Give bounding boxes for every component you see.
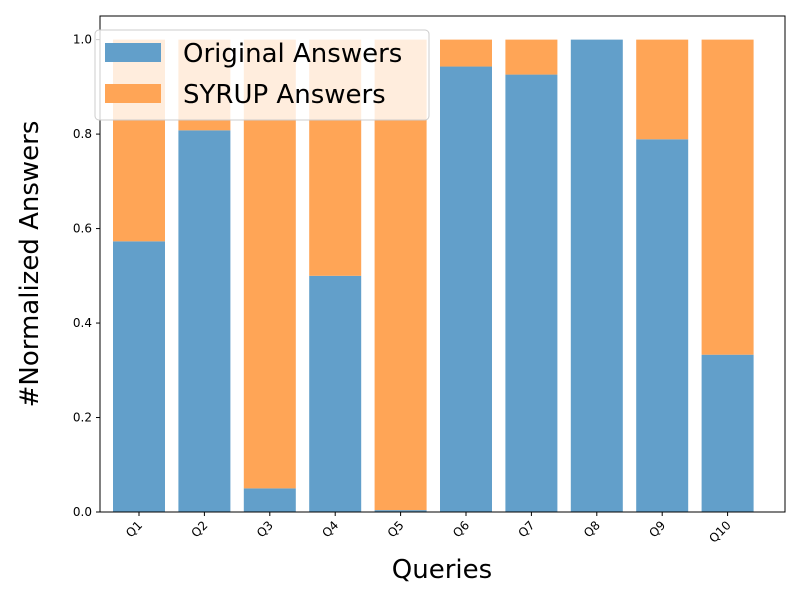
x-axis-title: Queries <box>392 555 492 585</box>
x-tick-label-q7: Q7 <box>516 518 538 540</box>
x-tick-label-q1: Q1 <box>123 518 145 540</box>
y-tick-label: 0.0 <box>73 505 92 519</box>
x-tick-label-q2: Q2 <box>189 518 211 540</box>
bar-original-q3 <box>243 488 296 512</box>
y-tick-label: 1.0 <box>73 33 92 47</box>
x-tick-label-q4: Q4 <box>319 518 341 540</box>
legend-swatch-syrup <box>105 84 161 103</box>
bar-original-q2 <box>178 130 231 512</box>
x-tick-label-q10: Q10 <box>706 518 733 545</box>
bar-original-q4 <box>309 275 362 512</box>
bar-syrup-q9 <box>636 39 689 140</box>
y-tick-label: 0.4 <box>73 316 92 330</box>
y-axis-title: #Normalized Answers <box>15 121 45 408</box>
legend: Original Answers SYRUP Answers <box>94 29 430 121</box>
bar-original-q5 <box>374 510 427 512</box>
x-tick-label-q3: Q3 <box>254 518 276 540</box>
y-tick-label: 0.6 <box>73 222 92 236</box>
y-tick-label: 0.2 <box>73 411 92 425</box>
x-tick-label-q5: Q5 <box>385 518 407 540</box>
y-tick-label: 0.8 <box>73 127 92 141</box>
bar-original-q7 <box>505 74 558 512</box>
legend-frame <box>94 29 430 121</box>
bar-original-q9 <box>636 139 689 513</box>
x-tick-label-q9: Q9 <box>646 518 668 540</box>
x-tick-label-q8: Q8 <box>581 518 603 540</box>
x-tick-label-q6: Q6 <box>450 518 472 540</box>
legend-swatch-original <box>105 43 161 62</box>
bar-syrup-q10 <box>701 39 754 355</box>
legend-label-original: Original Answers <box>183 39 402 69</box>
bar-original-q6 <box>440 66 492 512</box>
legend-label-syrup: SYRUP Answers <box>183 80 386 110</box>
bar-syrup-q7 <box>505 39 558 75</box>
bar-original-q1 <box>113 241 165 512</box>
plot-frame <box>99 15 786 513</box>
y-axis: 0.0 0.2 0.4 0.6 0.8 1.0 <box>73 33 100 519</box>
bar-original-q10 <box>701 354 754 512</box>
bar-syrup-q6 <box>440 39 492 67</box>
x-axis: Q1 Q2 Q3 Q4 Q5 Q6 Q7 Q8 Q9 Q10 <box>123 512 734 546</box>
bar-original-q8 <box>570 39 623 513</box>
